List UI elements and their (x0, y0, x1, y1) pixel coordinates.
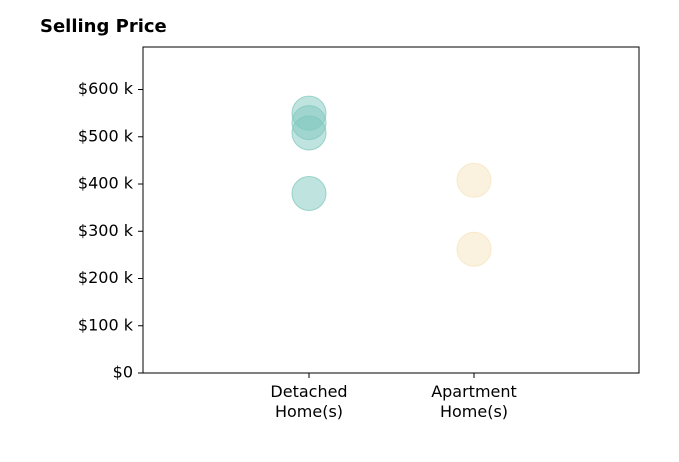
data-point (291, 175, 327, 211)
y-tick-label: $500 k (78, 126, 134, 145)
plot-frame (142, 46, 640, 374)
data-point (456, 162, 492, 198)
y-tick-label: $600 k (78, 79, 134, 98)
y-tick-label: $400 k (78, 174, 134, 193)
data-point (291, 115, 327, 151)
chart-title: Selling Price (40, 16, 167, 37)
y-tick-label: $0 (113, 363, 133, 382)
data-points (291, 95, 492, 267)
y-axis: $0 $100 k $200 k $300 k $400 k $500 k $600 k (78, 79, 143, 382)
y-tick-label: $300 k (78, 221, 134, 240)
x-tick-label: Detached Home(s) (270, 382, 347, 421)
y-tick-label: $100 k (78, 315, 134, 334)
x-tick-label: Apartment Home(s) (431, 382, 517, 421)
x-axis: Detached Home(s) Apartment Home(s) (270, 373, 517, 421)
y-tick-label: $200 k (78, 268, 134, 287)
data-point (456, 231, 492, 267)
